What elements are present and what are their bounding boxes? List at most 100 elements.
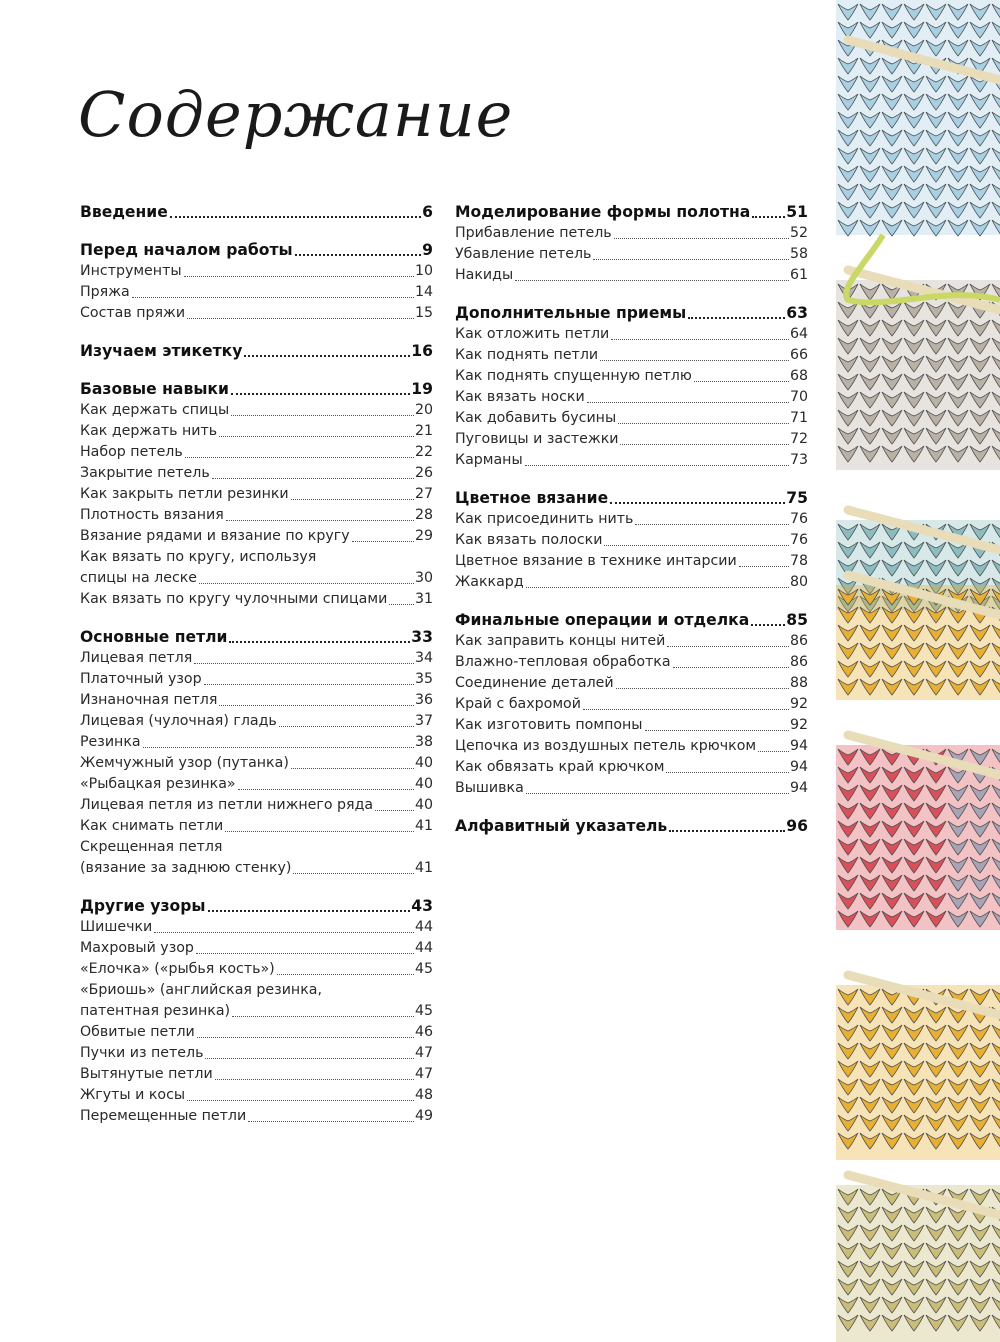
toc-entry[interactable]: Как изготовить помпоны 92 bbox=[455, 715, 808, 736]
section-heading[interactable]: Базовые навыки 19 bbox=[80, 379, 433, 400]
toc-entry[interactable]: Лицевая (чулочная) гладь 37 bbox=[80, 711, 433, 732]
toc-entry[interactable]: патентная резинка) 45 bbox=[80, 1001, 433, 1022]
toc-entry[interactable]: Обвитые петли 46 bbox=[80, 1022, 433, 1043]
section-heading[interactable]: Перед началом работы 9 bbox=[80, 240, 433, 261]
entry-label: Набор петель bbox=[80, 444, 183, 460]
section-heading[interactable]: Финальные операции и отделка 85 bbox=[455, 610, 808, 631]
section-heading[interactable]: Дополнительные приемы 63 bbox=[455, 303, 808, 324]
knit-stitch bbox=[859, 1078, 881, 1096]
toc-entry[interactable]: Как заправить концы нитей 86 bbox=[455, 631, 808, 652]
toc-entry[interactable]: Прибавление петель 52 bbox=[455, 223, 808, 244]
toc-entry[interactable]: Жаккард 80 bbox=[455, 572, 808, 593]
knit-stitch bbox=[881, 559, 903, 577]
toc-entry[interactable]: Вязание рядами и вязание по кругу 29 bbox=[80, 526, 433, 547]
knit-stitch bbox=[859, 523, 881, 541]
knit-stitch bbox=[991, 588, 1000, 604]
toc-entry[interactable]: Как обвязать край крючком 94 bbox=[455, 757, 808, 778]
page-number: 76 bbox=[789, 511, 808, 527]
toc-entry[interactable]: (вязание за заднюю стенку) 41 bbox=[80, 858, 433, 879]
knit-stitch bbox=[925, 201, 947, 219]
toc-entry[interactable]: Пучки из петель 47 bbox=[80, 1043, 433, 1064]
toc-entry[interactable]: Пряжа 14 bbox=[80, 282, 433, 303]
toc-entry[interactable]: спицы на леске 30 bbox=[80, 568, 433, 589]
knit-stitch bbox=[991, 1188, 1000, 1204]
toc-entry[interactable]: Перемещенные петли 49 bbox=[80, 1106, 433, 1127]
section-heading[interactable]: Цветное вязание 75 bbox=[455, 488, 808, 509]
section-heading[interactable]: Другие узоры 43 bbox=[80, 896, 433, 917]
toc-entry[interactable]: Как держать спицы 20 bbox=[80, 400, 433, 421]
knit-stitch bbox=[837, 373, 859, 391]
section-heading[interactable]: Моделирование формы полотна 51 bbox=[455, 202, 808, 223]
toc-entry[interactable]: «Елочка» («рыбья кость») 45 bbox=[80, 959, 433, 980]
toc-entry[interactable]: Махровый узор 44 bbox=[80, 938, 433, 959]
entry-label: Прибавление петель bbox=[455, 225, 612, 241]
toc-entry[interactable]: «Рыбацкая резинка» 40 bbox=[80, 774, 433, 795]
toc-entry[interactable]: Как вязать полоски 76 bbox=[455, 530, 808, 551]
knit-stitch bbox=[947, 1224, 969, 1242]
toc-entry[interactable]: Накиды 61 bbox=[455, 265, 808, 286]
toc-entry[interactable]: Инструменты 10 bbox=[80, 261, 433, 282]
knit-stitch bbox=[969, 319, 991, 337]
knit-stitch bbox=[859, 802, 881, 820]
toc-entry[interactable]: Как отложить петли 64 bbox=[455, 324, 808, 345]
knit-stitch bbox=[903, 337, 925, 355]
toc-entry[interactable]: Как присоединить нить 76 bbox=[455, 509, 808, 530]
page-number: 14 bbox=[414, 284, 433, 300]
knit-stitch bbox=[947, 784, 969, 802]
toc-entry[interactable]: Плотность вязания 28 bbox=[80, 505, 433, 526]
section-heading[interactable]: Введение 6 bbox=[80, 202, 433, 223]
toc-entry[interactable]: Набор петель 22 bbox=[80, 442, 433, 463]
toc-entry[interactable]: Край с бахромой 92 bbox=[455, 694, 808, 715]
entry-label: Алфавитный указатель bbox=[455, 817, 668, 835]
toc-entry[interactable]: Вытянутые петли 47 bbox=[80, 1064, 433, 1085]
dot-leader bbox=[169, 215, 422, 218]
toc-entry[interactable]: Состав пряжи 15 bbox=[80, 303, 433, 324]
toc-entry[interactable]: Цепочка из воздушных петель крючком 94 bbox=[455, 736, 808, 757]
toc-entry[interactable]: Жгуты и косы 48 bbox=[80, 1085, 433, 1106]
knit-stitch bbox=[859, 1206, 881, 1224]
toc-entry[interactable]: Платочный узор 35 bbox=[80, 669, 433, 690]
knit-stitch bbox=[947, 874, 969, 892]
toc-entry[interactable]: Карманы 73 bbox=[455, 450, 808, 471]
toc-entry[interactable]: Цветное вязание в технике интарсии 78 bbox=[455, 551, 808, 572]
toc-entry[interactable]: Как держать нить 21 bbox=[80, 421, 433, 442]
knit-stitch bbox=[947, 802, 969, 820]
toc-entry[interactable]: Лицевая петля 34 bbox=[80, 648, 433, 669]
knit-stitch bbox=[969, 1188, 991, 1206]
toc-section: Дополнительные приемы 63 Как отложить петл… bbox=[455, 303, 808, 471]
dot-leader bbox=[219, 704, 414, 706]
toc-entry[interactable]: Влажно-тепловая обработка 86 bbox=[455, 652, 808, 673]
page-number: 15 bbox=[414, 305, 433, 321]
toc-entry[interactable]: Как вязать по кругу чулочными спицами 31 bbox=[80, 589, 433, 610]
toc-entry[interactable]: Вышивка 94 bbox=[455, 778, 808, 799]
knit-stitch bbox=[859, 892, 881, 910]
toc-entry[interactable]: Как добавить бусины 71 bbox=[455, 408, 808, 429]
section-heading[interactable]: Основные петли 33 bbox=[80, 627, 433, 648]
toc-entry[interactable]: Как поднять петли 66 bbox=[455, 345, 808, 366]
toc-entry[interactable]: Как поднять спущенную петлю 68 bbox=[455, 366, 808, 387]
knit-stitch bbox=[903, 1024, 925, 1042]
toc-entry[interactable]: Закрытие петель 26 bbox=[80, 463, 433, 484]
toc-entry[interactable]: Резинка 38 bbox=[80, 732, 433, 753]
toc-entry[interactable]: Пуговицы и застежки 72 bbox=[455, 429, 808, 450]
toc-entry[interactable]: Изнаночная петля 36 bbox=[80, 690, 433, 711]
toc-entry[interactable]: Как вязать носки 70 bbox=[455, 387, 808, 408]
knit-stitch bbox=[881, 766, 903, 784]
toc-entry[interactable]: Соединение деталей 88 bbox=[455, 673, 808, 694]
entry-label: Состав пряжи bbox=[80, 305, 186, 321]
page-number: 20 bbox=[414, 402, 433, 418]
knit-stitch bbox=[837, 1096, 859, 1114]
knit-stitch bbox=[925, 183, 947, 201]
knit-stitch bbox=[969, 337, 991, 355]
toc-entry[interactable]: Шишечки 44 bbox=[80, 917, 433, 938]
section-heading[interactable]: Алфавитный указатель 96 bbox=[455, 816, 808, 837]
toc-entry[interactable]: Лицевая петля из петли нижнего ряда 40 bbox=[80, 795, 433, 816]
knit-stitch bbox=[837, 1188, 859, 1206]
toc-entry[interactable]: Как снимать петли 41 bbox=[80, 816, 433, 837]
toc-entry[interactable]: Как закрыть петли резинки 27 bbox=[80, 484, 433, 505]
section-heading[interactable]: Изучаем этикетку 16 bbox=[80, 341, 433, 362]
toc-entry[interactable]: Жемчужный узор (путанка) 40 bbox=[80, 753, 433, 774]
knit-stitch bbox=[859, 75, 881, 93]
toc-entry[interactable]: Убавление петель 58 bbox=[455, 244, 808, 265]
knit-stitch bbox=[925, 373, 947, 391]
